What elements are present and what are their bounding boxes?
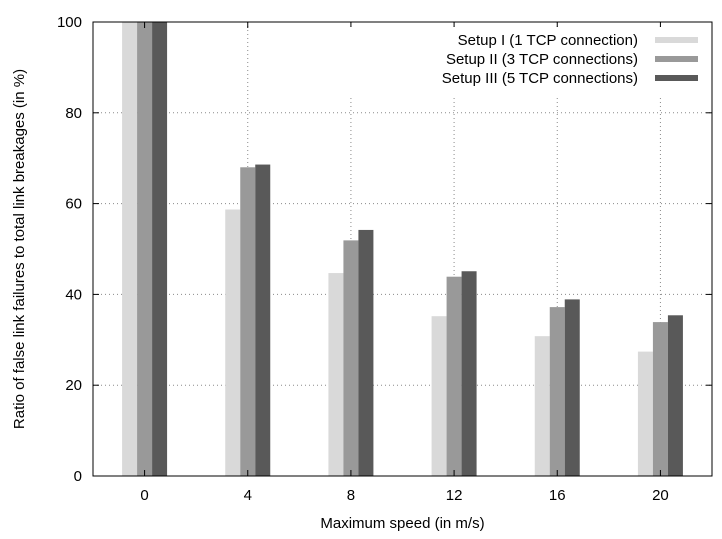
bar-series-1-12 xyxy=(431,316,447,476)
y-tick-label: 40 xyxy=(65,286,82,303)
bar-series-1-0 xyxy=(122,22,138,476)
bar-series-3-4 xyxy=(255,164,271,476)
x-tick-label: 16 xyxy=(549,487,566,504)
x-tick-label: 20 xyxy=(652,487,669,504)
legend: Setup I (1 TCP connection) Setup II (3 TC… xyxy=(330,27,706,95)
y-tick-label: 80 xyxy=(65,105,82,122)
legend-label: Setup II (3 TCP connections) xyxy=(446,51,638,68)
bar-series-1-20 xyxy=(637,351,653,476)
x-axis-title: Maximum speed (in m/s) xyxy=(320,515,484,532)
x-tick-label: 8 xyxy=(347,487,355,504)
y-tick-label: 60 xyxy=(65,196,82,213)
bar-series-3-16 xyxy=(564,299,580,476)
y-tick-label: 20 xyxy=(65,377,82,394)
y-tick-label: 100 xyxy=(57,14,82,31)
bar-series-2-20 xyxy=(652,322,668,476)
x-tick-label: 12 xyxy=(446,487,463,504)
bar-series-2-16 xyxy=(549,307,565,476)
bar-series-3-8 xyxy=(358,229,374,476)
bar-series-3-12 xyxy=(461,271,477,476)
axis-ticks: 0 20 40 60 80 100 0 4 8 12 16 20 xyxy=(57,14,712,504)
x-tick-label: 4 xyxy=(244,487,252,504)
x-tick-label: 0 xyxy=(140,487,148,504)
plot-frame xyxy=(92,21,713,477)
bar-series-1-4 xyxy=(225,209,241,476)
bar-series-1-8 xyxy=(328,273,344,476)
bars-group xyxy=(122,22,683,476)
y-axis-title: Ratio of false link failures to total li… xyxy=(11,69,28,429)
bar-series-3-0 xyxy=(152,22,168,476)
legend-background xyxy=(330,27,706,95)
legend-label: Setup III (5 TCP connections) xyxy=(442,70,638,87)
bar-series-1-16 xyxy=(534,336,550,476)
bar-series-3-20 xyxy=(667,315,683,476)
bar-series-2-12 xyxy=(446,276,462,476)
legend-label: Setup I (1 TCP connection) xyxy=(458,32,638,49)
bar-series-2-8 xyxy=(343,240,359,476)
y-tick-label: 0 xyxy=(74,468,82,485)
bar-series-2-4 xyxy=(240,167,256,476)
bar-series-2-0 xyxy=(137,22,153,476)
